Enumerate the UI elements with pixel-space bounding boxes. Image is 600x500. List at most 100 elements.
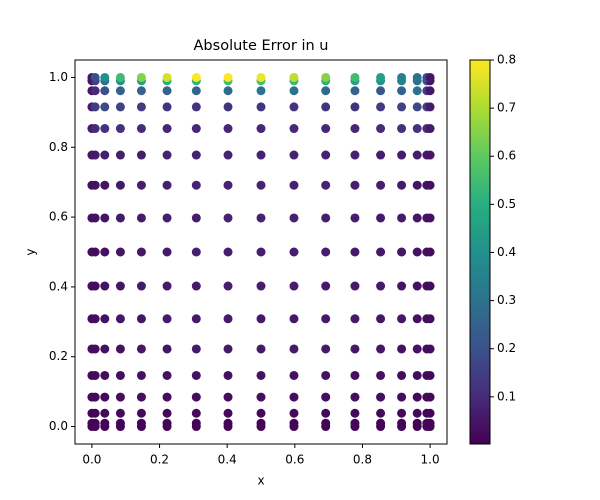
point xyxy=(223,124,233,134)
y-tick-label: 0.2 xyxy=(49,349,68,363)
point xyxy=(376,213,386,223)
point xyxy=(223,392,233,402)
point xyxy=(223,213,233,223)
point xyxy=(289,213,299,223)
point xyxy=(289,247,299,257)
colorbar-tick-label: 0.1 xyxy=(497,389,516,403)
point xyxy=(162,86,172,96)
point xyxy=(289,180,299,190)
point xyxy=(289,124,299,134)
point xyxy=(100,247,110,257)
point xyxy=(350,72,360,82)
point xyxy=(350,213,360,223)
point xyxy=(350,281,360,291)
point xyxy=(191,124,201,134)
point xyxy=(425,418,435,428)
point xyxy=(289,72,299,82)
point xyxy=(412,247,422,257)
point xyxy=(100,408,110,418)
point xyxy=(191,314,201,324)
point xyxy=(321,124,331,134)
point xyxy=(256,213,266,223)
point xyxy=(289,344,299,354)
point xyxy=(100,150,110,160)
point xyxy=(256,102,266,112)
point xyxy=(162,392,172,402)
point xyxy=(397,150,407,160)
point xyxy=(425,213,435,223)
point xyxy=(115,314,125,324)
point xyxy=(162,180,172,190)
point xyxy=(136,392,146,402)
point xyxy=(136,150,146,160)
point xyxy=(100,281,110,291)
x-tick-label: 0.2 xyxy=(150,453,169,467)
point xyxy=(115,392,125,402)
point xyxy=(256,124,266,134)
point xyxy=(100,392,110,402)
point xyxy=(223,86,233,96)
x-tick-label: 1.0 xyxy=(421,453,440,467)
point xyxy=(162,247,172,257)
chart-title: Absolute Error in u xyxy=(194,38,329,54)
point xyxy=(191,102,201,112)
point xyxy=(115,213,125,223)
x-tick-label: 0.6 xyxy=(285,453,304,467)
point xyxy=(425,314,435,324)
point xyxy=(223,418,233,428)
point xyxy=(256,392,266,402)
point xyxy=(321,213,331,223)
point xyxy=(90,392,100,402)
point xyxy=(191,86,201,96)
point xyxy=(136,247,146,257)
point xyxy=(223,314,233,324)
point xyxy=(115,72,125,82)
point xyxy=(425,247,435,257)
point xyxy=(136,314,146,324)
point xyxy=(350,124,360,134)
point xyxy=(115,418,125,428)
point xyxy=(350,102,360,112)
point xyxy=(321,180,331,190)
point xyxy=(162,102,172,112)
point xyxy=(136,72,146,82)
point xyxy=(136,418,146,428)
point xyxy=(412,392,422,402)
point xyxy=(223,408,233,418)
point xyxy=(412,418,422,428)
point xyxy=(289,418,299,428)
point xyxy=(412,344,422,354)
point xyxy=(115,86,125,96)
point xyxy=(256,247,266,257)
x-tick-label: 0.0 xyxy=(82,453,101,467)
point xyxy=(376,124,386,134)
point xyxy=(100,370,110,380)
point xyxy=(256,86,266,96)
point xyxy=(115,281,125,291)
point xyxy=(90,344,100,354)
point xyxy=(397,344,407,354)
point xyxy=(425,124,435,134)
point xyxy=(289,86,299,96)
point xyxy=(425,344,435,354)
point xyxy=(162,72,172,82)
point xyxy=(397,102,407,112)
point xyxy=(321,314,331,324)
point xyxy=(376,344,386,354)
point xyxy=(100,418,110,428)
point xyxy=(376,281,386,291)
point xyxy=(376,314,386,324)
point xyxy=(162,281,172,291)
point xyxy=(162,408,172,418)
point xyxy=(100,314,110,324)
point xyxy=(256,150,266,160)
point xyxy=(191,408,201,418)
point xyxy=(115,408,125,418)
point xyxy=(321,281,331,291)
point xyxy=(412,102,422,112)
point xyxy=(397,72,407,82)
point xyxy=(425,102,435,112)
point xyxy=(397,392,407,402)
point xyxy=(256,281,266,291)
